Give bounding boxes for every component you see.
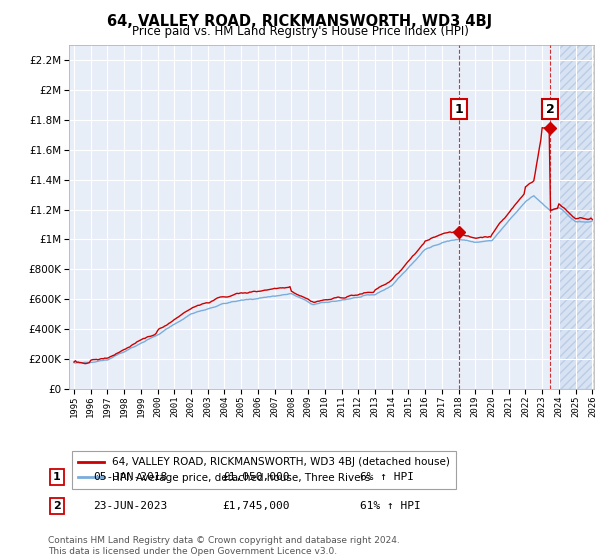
Text: 2: 2	[546, 102, 554, 116]
Legend: 64, VALLEY ROAD, RICKMANSWORTH, WD3 4BJ (detached house), HPI: Average price, de: 64, VALLEY ROAD, RICKMANSWORTH, WD3 4BJ …	[71, 451, 457, 489]
Text: Price paid vs. HM Land Registry's House Price Index (HPI): Price paid vs. HM Land Registry's House …	[131, 25, 469, 38]
Bar	[559, 45, 600, 389]
Text: £1,050,000: £1,050,000	[222, 472, 290, 482]
Text: 1: 1	[53, 472, 61, 482]
Text: 61% ↑ HPI: 61% ↑ HPI	[360, 501, 421, 511]
Text: 23-JUN-2023: 23-JUN-2023	[93, 501, 167, 511]
Text: £1,745,000: £1,745,000	[222, 501, 290, 511]
Text: 64, VALLEY ROAD, RICKMANSWORTH, WD3 4BJ: 64, VALLEY ROAD, RICKMANSWORTH, WD3 4BJ	[107, 14, 493, 29]
Text: 6% ↑ HPI: 6% ↑ HPI	[360, 472, 414, 482]
Text: 2: 2	[53, 501, 61, 511]
Text: 1: 1	[455, 102, 463, 116]
Text: Contains HM Land Registry data © Crown copyright and database right 2024.
This d: Contains HM Land Registry data © Crown c…	[48, 536, 400, 556]
Text: 05-JAN-2018: 05-JAN-2018	[93, 472, 167, 482]
